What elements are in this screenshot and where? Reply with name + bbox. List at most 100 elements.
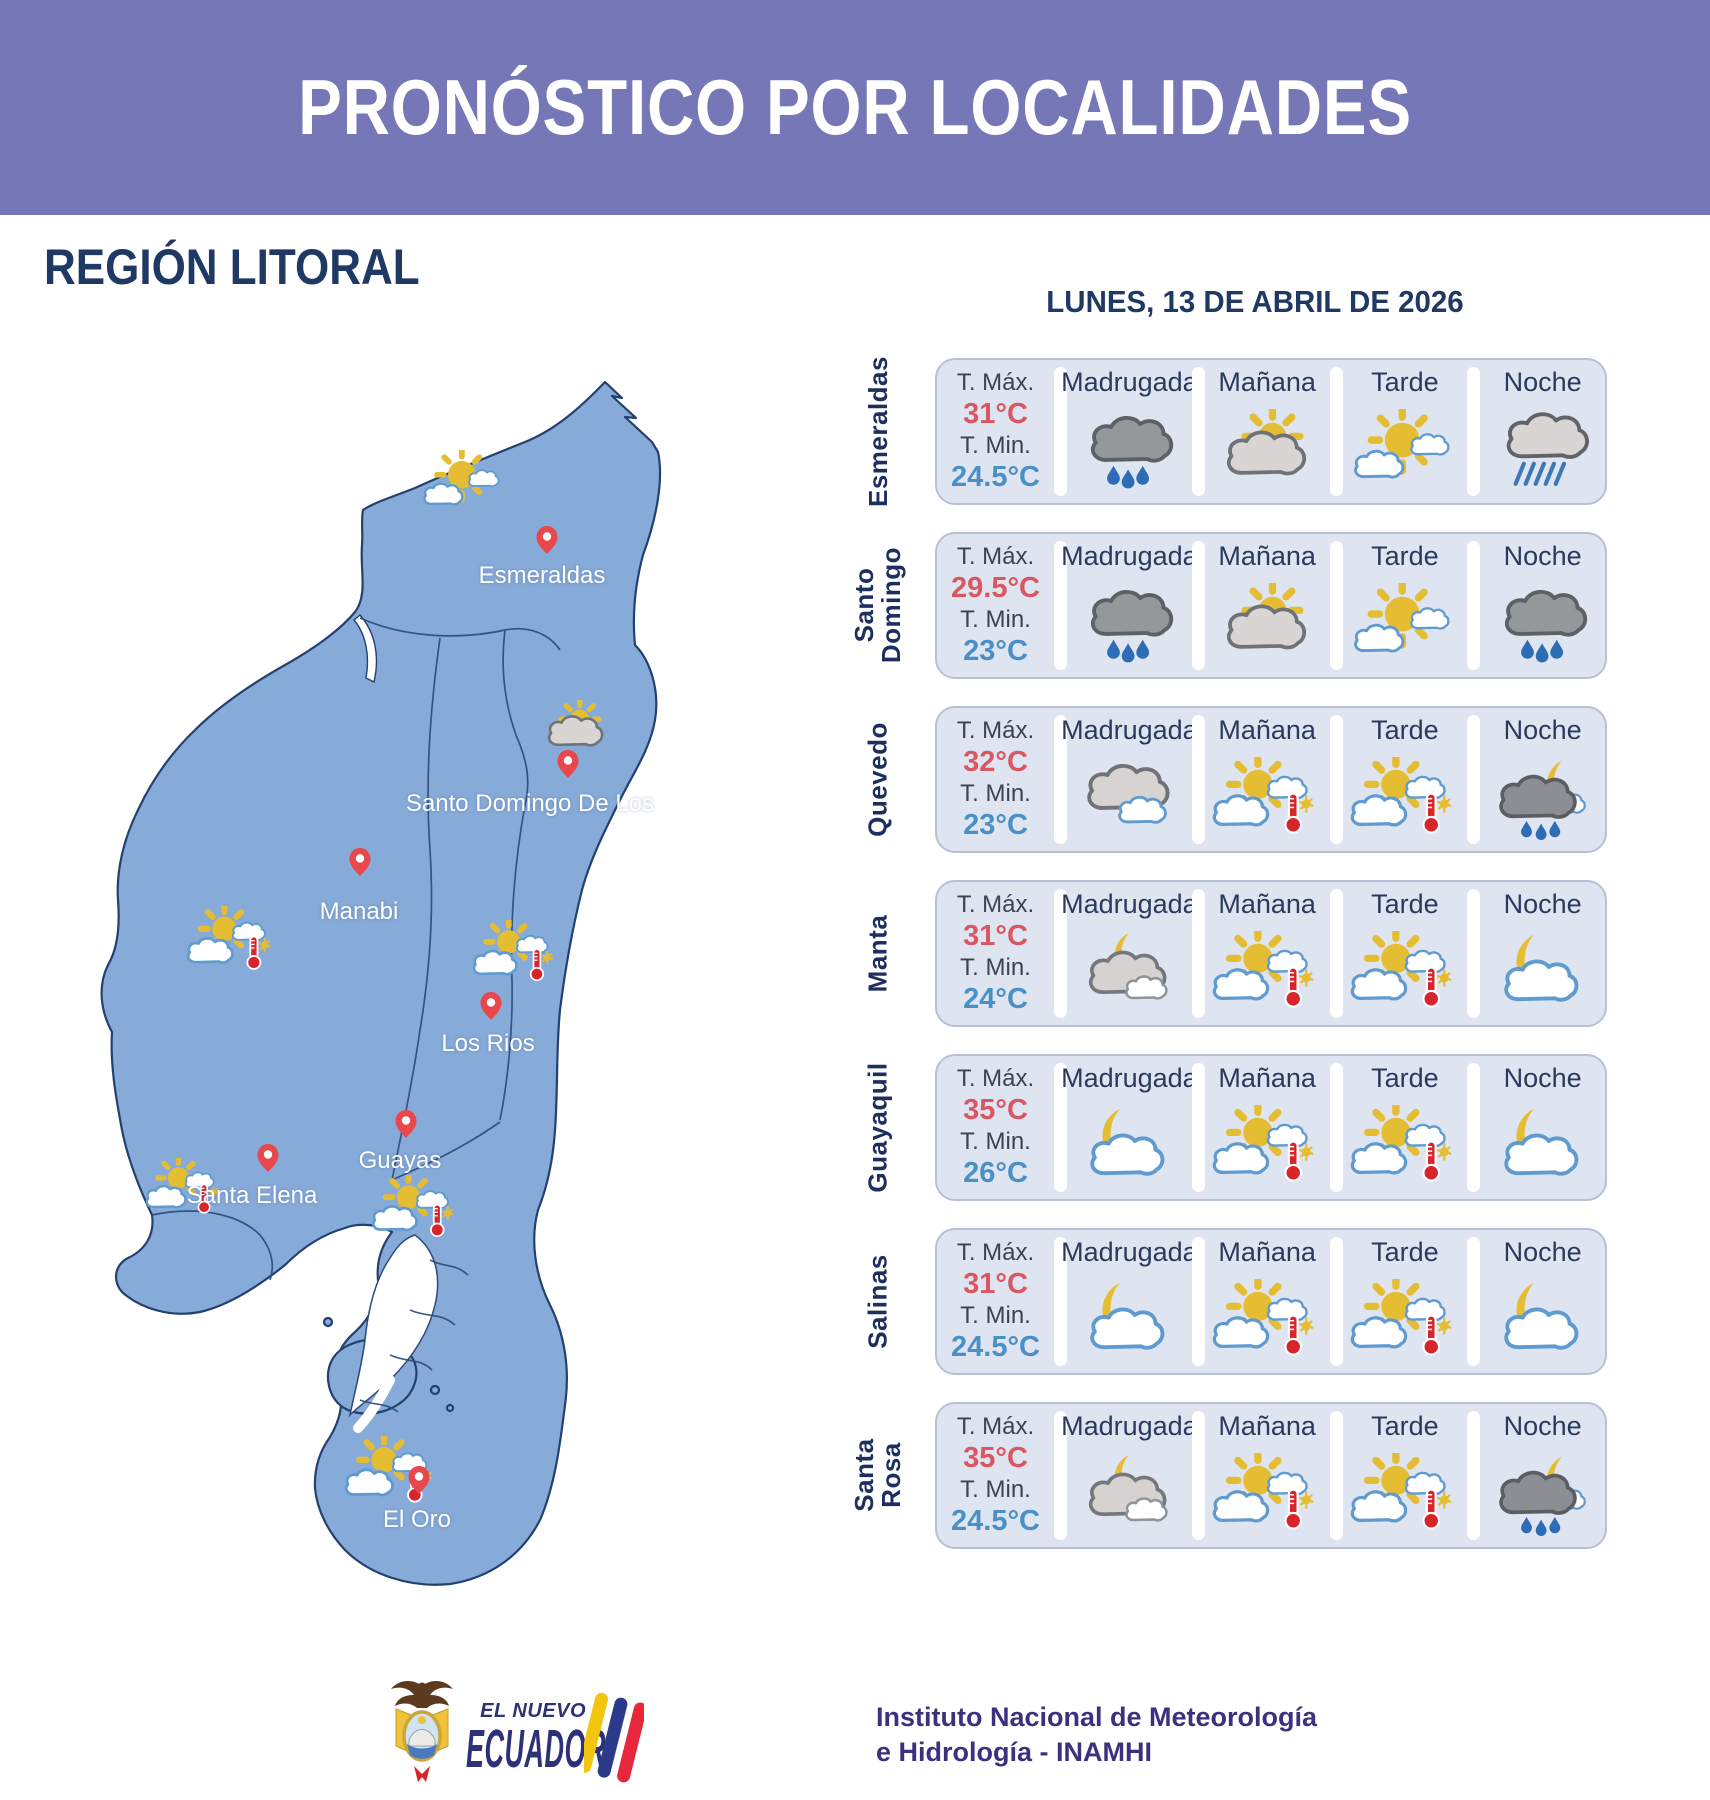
period-label: Tarde	[1371, 1411, 1439, 1441]
weather-icon-cloud-rain-dark	[1091, 589, 1174, 662]
period-label: Madrugada	[1061, 889, 1198, 919]
column-divider	[1467, 367, 1481, 496]
weather-icon-moon-gray-cloud	[1089, 932, 1169, 1000]
period-label: Madrugada	[1061, 1063, 1198, 1093]
map-pin-icon	[535, 525, 559, 560]
column-divider	[1467, 1237, 1481, 1366]
period-label: Tarde	[1371, 1237, 1439, 1267]
weather-icon-sun-clouds-hot	[372, 1171, 454, 1238]
tmin-value: 23°C	[963, 809, 1028, 841]
temperature-column: T. Máx. 31°C T. Min. 24.5°C	[937, 360, 1054, 503]
row-label-santa-rosa: Santa Rosa	[848, 1438, 906, 1513]
column-divider	[1329, 367, 1343, 496]
map-pin-icon	[479, 991, 503, 1026]
weather-icon-moon-white-cloud	[1090, 1108, 1165, 1176]
forecast-card-esmeraldas: T. Máx. 31°C T. Min. 24.5°C Madrugada Ma…	[935, 358, 1607, 505]
period-column-tarde: Tarde	[1343, 882, 1468, 1025]
column-divider	[1054, 367, 1067, 496]
weather-icon-sun-clouds-hot	[1350, 1452, 1452, 1530]
weather-icon-sun-clouds-hot	[145, 1154, 219, 1214]
map-weather-icon	[472, 916, 560, 992]
column-divider	[1191, 1063, 1205, 1192]
period-column-tarde: Tarde	[1343, 1404, 1468, 1547]
period-label: Mañana	[1218, 1237, 1316, 1267]
map-weather-icon	[145, 1154, 225, 1224]
map-label-esmeraldas: Esmeraldas	[478, 562, 606, 589]
forecast-card-manta: T. Máx. 31°C T. Min. 24°C Madrugada Maña…	[935, 880, 1607, 1027]
tmin-label: T. Min.	[960, 1302, 1031, 1329]
weather-icon-moon-dark-cloud-rain	[1498, 760, 1586, 840]
column-divider	[1467, 1411, 1481, 1540]
period-column-tarde: Tarde	[1343, 534, 1468, 677]
logo-ecuador: ECUADOR	[466, 1719, 607, 1779]
forecast-card-salinas: T. Máx. 31°C T. Min. 24.5°C Madrugada Ma…	[935, 1228, 1607, 1375]
tmax-label: T. Máx.	[956, 1239, 1035, 1266]
tmax-label: T. Máx.	[956, 1413, 1035, 1440]
tmax-label: T. Máx.	[956, 717, 1035, 744]
map-weather-icon	[371, 1171, 461, 1248]
map-label-los-rios: Los Rios	[441, 1030, 535, 1057]
period-column-mañana: Mañana	[1205, 1056, 1330, 1199]
temperature-column: T. Máx. 29.5°C T. Min. 23°C	[937, 534, 1054, 677]
column-divider	[1191, 889, 1205, 1018]
period-column-noche: Noche	[1480, 1230, 1605, 1373]
column-divider	[1054, 889, 1067, 1018]
period-label: Tarde	[1371, 715, 1439, 745]
column-divider	[1329, 541, 1343, 670]
column-divider	[1467, 715, 1481, 844]
institution-name: Instituto Nacional de Meteorología e Hid…	[876, 1700, 1317, 1770]
weather-icon-sun-gray-cloud	[1227, 582, 1307, 649]
period-label: Mañana	[1218, 367, 1316, 397]
period-label: Noche	[1503, 541, 1582, 571]
column-divider	[1329, 1063, 1343, 1192]
map-label-guayas: Guayas	[358, 1147, 442, 1174]
tmin-label: T. Min.	[960, 1476, 1031, 1503]
tmin-label: T. Min.	[960, 432, 1031, 459]
period-column-madrugada: Madrugada	[1061, 1230, 1198, 1373]
row-label-santo-domingo: Santo Domingo	[848, 547, 907, 664]
column-divider	[1054, 1237, 1067, 1366]
period-column-mañana: Mañana	[1205, 360, 1330, 503]
litoral-map	[100, 380, 662, 1586]
tmax-value: 31°C	[963, 1268, 1028, 1300]
period-label: Madrugada	[1061, 715, 1198, 745]
tmin-label: T. Min.	[960, 780, 1031, 807]
forecast-card-quevedo: T. Máx. 32°C T. Min. 23°C Madrugada Maña…	[935, 706, 1607, 853]
weather-icon-sun-clouds-hot	[1350, 1278, 1452, 1356]
temperature-column: T. Máx. 32°C T. Min. 23°C	[937, 708, 1054, 851]
tmin-label: T. Min.	[960, 954, 1031, 981]
tmax-value: 31°C	[963, 920, 1028, 952]
flag-stripes-icon	[584, 1692, 644, 1783]
weather-icon-sun-clouds-hot	[186, 902, 271, 970]
tmin-value: 24°C	[963, 983, 1028, 1015]
forecast-card-santo-domingo: T. Máx. 29.5°C T. Min. 23°C Madrugada Ma…	[935, 532, 1607, 679]
weather-icon-sun-clouds-hot	[472, 916, 554, 982]
period-label: Madrugada	[1061, 367, 1198, 397]
period-label: Noche	[1503, 1237, 1582, 1267]
column-divider	[1191, 541, 1205, 670]
weather-icon-sun-clouds-hot	[1212, 1104, 1314, 1182]
tmax-value: 31°C	[963, 398, 1028, 430]
temperature-column: T. Máx. 35°C T. Min. 26°C	[937, 1056, 1054, 1199]
map-pin-icon	[348, 847, 372, 882]
map-pin-icon	[256, 1143, 280, 1178]
institution-line1: Instituto Nacional de Meteorología	[876, 1702, 1318, 1732]
temperature-column: T. Máx. 31°C T. Min. 24.5°C	[937, 1230, 1054, 1373]
period-label: Madrugada	[1061, 541, 1198, 571]
period-label: Noche	[1503, 1063, 1582, 1093]
weather-icon-sun-white-clouds	[1354, 582, 1450, 652]
forecast-card-santa-rosa: T. Máx. 35°C T. Min. 24.5°C Madrugada Ma…	[935, 1402, 1607, 1549]
weather-icon-sun-clouds-hot	[1212, 756, 1314, 834]
tmax-label: T. Máx.	[956, 891, 1035, 918]
tmin-value: 24.5°C	[951, 1331, 1040, 1363]
weather-icon-sun-gray-cloud	[1227, 408, 1307, 475]
map-landmass	[100, 380, 662, 1586]
weather-icon-moon-dark-cloud-rain	[1498, 1456, 1586, 1536]
column-divider	[1054, 715, 1067, 844]
map-weather-icon	[420, 447, 508, 522]
temperature-column: T. Máx. 35°C T. Min. 24.5°C	[937, 1404, 1054, 1547]
period-column-tarde: Tarde	[1343, 708, 1468, 851]
tmin-label: T. Min.	[960, 606, 1031, 633]
column-divider	[1054, 1411, 1067, 1540]
row-label-esmeraldas: Esmeraldas	[862, 356, 893, 507]
